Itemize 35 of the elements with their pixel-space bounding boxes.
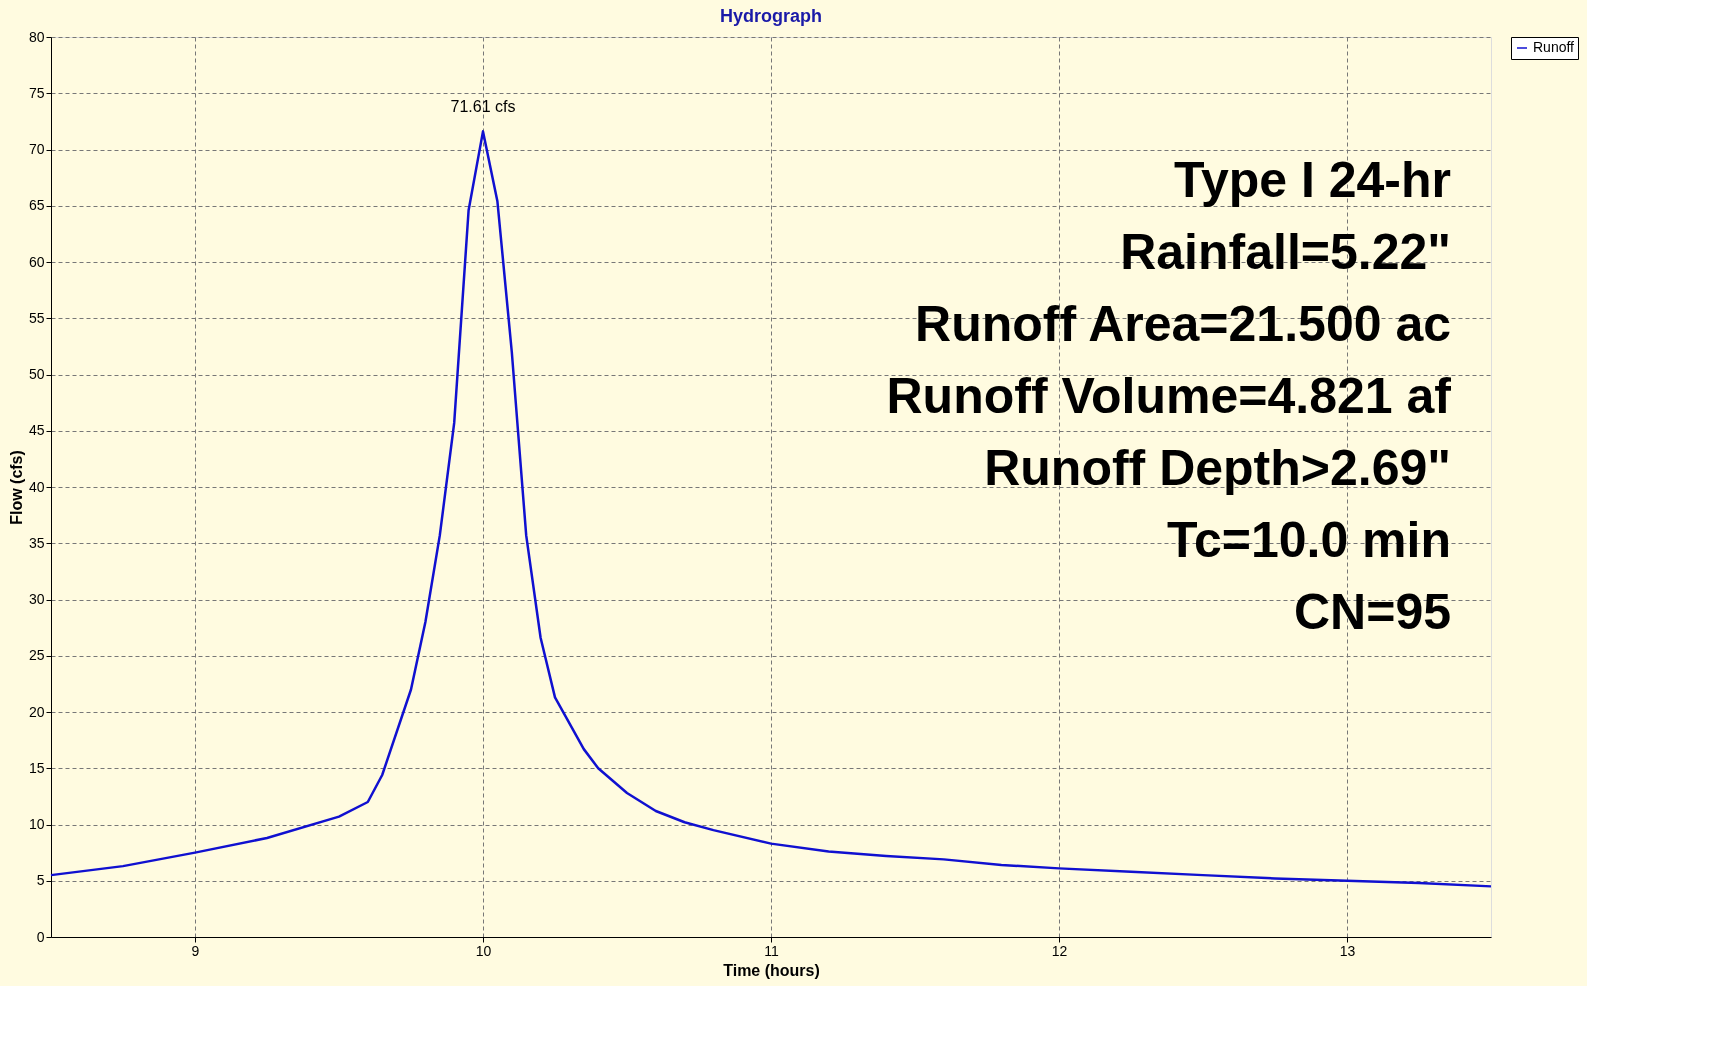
x-tick-label: 11 — [764, 942, 779, 959]
annotation: Runoff Volume=4.821 af — [886, 368, 1452, 424]
annotation: Type I 24-hr — [1174, 152, 1451, 208]
y-tick-label: 60 — [28, 253, 45, 270]
annotation: 71.61 cfs — [450, 98, 516, 116]
x-axis-title: Time (hours) — [723, 961, 820, 979]
chart-title: Hydrograph — [719, 6, 823, 26]
y-tick-label: 25 — [28, 647, 45, 664]
line-series — [49, 130, 1493, 888]
y-tick-label: 0 — [36, 928, 45, 945]
y-tick-label: 50 — [28, 366, 45, 382]
annotation: Rainfall=5.22" — [1120, 224, 1451, 280]
annotation: Runoff Area=21.500 ac — [915, 296, 1451, 352]
y-tick-label: 65 — [28, 197, 45, 214]
annotation: Runoff Depth>2.69" — [984, 440, 1451, 496]
y-tick-label: 75 — [28, 84, 45, 101]
y-tick-label: 5 — [36, 872, 45, 889]
y-tick-label: 40 — [28, 478, 45, 495]
y-tick-label: 55 — [28, 309, 45, 326]
y-tick-label: 35 — [28, 534, 45, 551]
x-tick-label: 13 — [1339, 942, 1356, 959]
y-tick-label: 10 — [28, 816, 45, 832]
x-tick-label: 9 — [191, 942, 200, 959]
x-tick-label: 12 — [1051, 942, 1068, 959]
y-tick-label: 70 — [28, 141, 45, 157]
y-tick-label: 80 — [28, 28, 45, 45]
y-tick-label: 45 — [28, 422, 45, 439]
y-tick-label: 15 — [28, 759, 45, 776]
legend-label: Runoff — [1533, 39, 1575, 55]
annotation: Tc=10.0 min — [1167, 512, 1451, 568]
y-axis-title: Flow (cfs) — [7, 450, 25, 525]
y-tick-label: 30 — [28, 591, 45, 607]
x-tick-label: 10 — [475, 942, 492, 959]
y-tick-label: 20 — [28, 703, 45, 720]
annotation: CN=95 — [1293, 584, 1451, 640]
